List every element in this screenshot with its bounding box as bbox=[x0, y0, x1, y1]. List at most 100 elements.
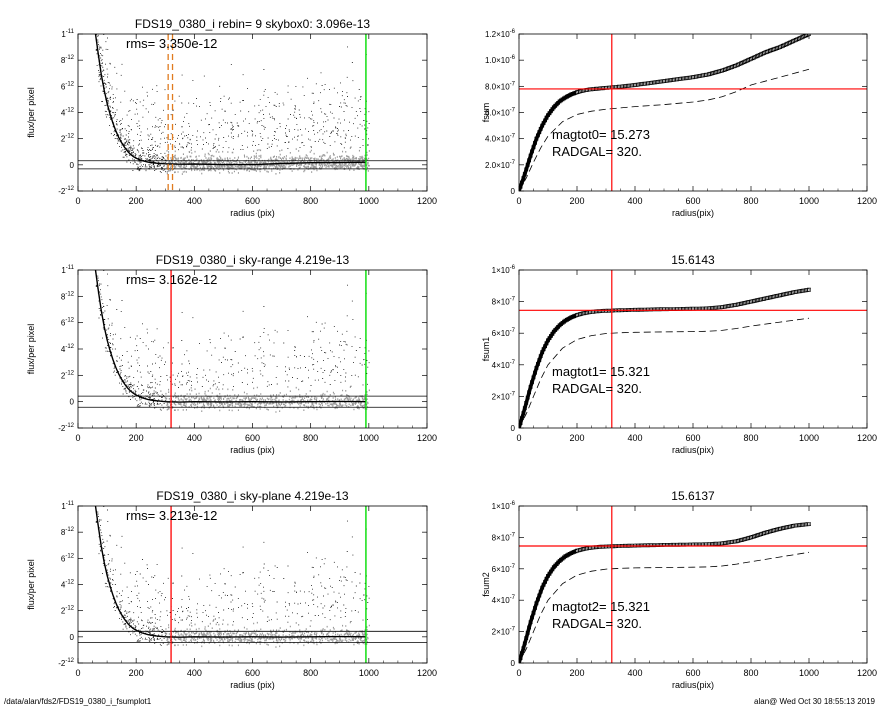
x-tick-label: 800 bbox=[303, 433, 318, 443]
plot-area bbox=[519, 506, 867, 663]
x-tick-label: 400 bbox=[627, 196, 642, 206]
magnitude-annotation-1: magtot1= 15.321 bbox=[552, 364, 650, 379]
y-tick-label: 1.2×10-6 bbox=[485, 29, 516, 39]
magnitude-annotation-1: magtot0= 15.273 bbox=[552, 127, 650, 142]
plot-area bbox=[78, 270, 427, 428]
scatter-points bbox=[95, 34, 370, 173]
mean-profile-line bbox=[94, 506, 366, 638]
x-tick-label: 400 bbox=[187, 668, 202, 678]
x-tick-label: 1200 bbox=[417, 433, 437, 443]
x-tick-label: 200 bbox=[569, 433, 584, 443]
y-tick-label: 0 bbox=[511, 187, 516, 196]
rms-annotation: rms= 3.350e-12 bbox=[126, 36, 217, 51]
x-tick-label: 200 bbox=[129, 433, 144, 443]
y-tick-label: 6×10-7 bbox=[492, 328, 516, 338]
fsum-curve-dashed bbox=[519, 68, 810, 191]
scatter-points bbox=[95, 270, 370, 411]
chart-panel-2: magtot0= 15.273 RADGAL= 320. 0 200 400 600 800… bbox=[481, 29, 877, 218]
chart-title: FDS19_0380_i sky-plane 4.219e-13 bbox=[156, 489, 348, 503]
y-tick-label: 6-12 bbox=[61, 81, 75, 91]
chart-title: FDS19_0380_i rebin= 9 skybox0: 3.096e-13 bbox=[135, 17, 370, 31]
y-axis-label: fsum2 bbox=[481, 572, 491, 597]
x-axis-label: radius (pix) bbox=[230, 208, 275, 218]
rms-annotation: rms= 3.162e-12 bbox=[126, 272, 217, 287]
footer-file-path: /data/alan/fds2/FDS19_0380_i_fsumplot1 bbox=[4, 697, 152, 706]
x-tick-label: 1000 bbox=[359, 433, 379, 443]
y-tick-label: 4.0×10-7 bbox=[485, 134, 516, 144]
scatter-points-sky bbox=[165, 621, 370, 648]
y-tick-label: 8.0×10-7 bbox=[485, 81, 516, 91]
x-axis-label: radius (pix) bbox=[230, 680, 275, 690]
x-tick-label: 800 bbox=[743, 196, 758, 206]
rms-annotation: rms= 3.213e-12 bbox=[126, 508, 217, 523]
x-tick-label: 1200 bbox=[857, 668, 877, 678]
y-tick-label: 8×10-7 bbox=[492, 532, 516, 542]
x-tick-label: 200 bbox=[569, 668, 584, 678]
x-axis-label: radius(pix) bbox=[672, 445, 714, 455]
y-tick-label: 2-12 bbox=[61, 370, 75, 380]
x-tick-label: 1200 bbox=[417, 196, 437, 206]
plot-frame bbox=[518, 269, 868, 429]
x-tick-label: 0 bbox=[516, 668, 521, 678]
x-tick-label: 800 bbox=[303, 668, 318, 678]
footer-user-timestamp: alan@ Wed Oct 30 18:55:13 2019 bbox=[754, 697, 875, 706]
chart-panel-4: magtot1= 15.321 RADGAL= 320. 0 200 400 600 800… bbox=[481, 253, 877, 455]
x-axis-label: radius(pix) bbox=[672, 208, 714, 218]
x-tick-label: 0 bbox=[516, 196, 521, 206]
y-tick-label: 0 bbox=[511, 659, 516, 668]
magnitude-annotation-2: RADGAL= 320. bbox=[552, 144, 642, 159]
x-tick-label: 1200 bbox=[857, 196, 877, 206]
x-tick-label: 800 bbox=[743, 668, 758, 678]
x-tick-label: 800 bbox=[743, 433, 758, 443]
y-axis-label: flux/per pixel bbox=[26, 559, 36, 610]
x-tick-label: 1000 bbox=[799, 668, 819, 678]
x-tick-label: 800 bbox=[303, 196, 318, 206]
x-tick-label: 600 bbox=[685, 668, 700, 678]
plot-frame bbox=[518, 33, 868, 192]
y-axis-label: fsum bbox=[481, 103, 491, 123]
y-tick-label: 8×10-7 bbox=[492, 297, 516, 307]
x-tick-label: 1000 bbox=[799, 196, 819, 206]
y-tick-label: 2×10-7 bbox=[492, 391, 516, 401]
fsum-curve-boxes bbox=[519, 287, 811, 428]
mean-profile-line bbox=[94, 34, 366, 166]
fsum-curve-boxes bbox=[519, 34, 811, 191]
y-tick-label: 1-11 bbox=[61, 265, 74, 275]
chart-title: 15.6143 bbox=[671, 253, 715, 267]
y-tick-label: 2-12 bbox=[61, 606, 75, 616]
x-tick-label: 0 bbox=[75, 433, 80, 443]
magnitude-annotation-1: magtot2= 15.321 bbox=[552, 599, 650, 614]
y-tick-label: 0 bbox=[511, 424, 516, 433]
plot-frame bbox=[518, 505, 868, 664]
x-tick-label: 1000 bbox=[359, 196, 379, 206]
y-tick-label: 8-12 bbox=[61, 291, 75, 301]
y-tick-label: 0 bbox=[70, 161, 75, 170]
plot-area bbox=[78, 34, 427, 191]
y-axis-label: fsum1 bbox=[481, 337, 491, 362]
plot-area bbox=[519, 34, 867, 191]
x-axis-label: radius(pix) bbox=[672, 680, 714, 690]
y-tick-label: -2-12 bbox=[58, 423, 74, 433]
x-tick-label: 1000 bbox=[799, 433, 819, 443]
y-tick-label: 2×10-7 bbox=[492, 627, 516, 637]
y-axis-label: flux/per pixel bbox=[26, 87, 36, 138]
y-tick-label: 1.0×10-6 bbox=[485, 55, 516, 65]
y-tick-label: 6.0×10-7 bbox=[485, 108, 516, 118]
scatter-points-sky bbox=[165, 386, 370, 413]
mean-profile-line bbox=[94, 270, 366, 403]
y-tick-label: 8-12 bbox=[61, 527, 75, 537]
x-tick-label: 200 bbox=[569, 196, 584, 206]
fsum-curve-dashed bbox=[519, 551, 810, 663]
y-tick-label: 2.0×10-7 bbox=[485, 160, 516, 170]
fsum-curve-boxes bbox=[519, 522, 811, 663]
x-tick-label: 600 bbox=[685, 433, 700, 443]
y-tick-label: 1-11 bbox=[61, 29, 74, 39]
chart-panel-1: rms= 3.350e-12 0 200 400 600 800 1000 1200 radiu… bbox=[26, 17, 437, 218]
x-tick-label: 1200 bbox=[417, 668, 437, 678]
y-tick-label: 2-12 bbox=[61, 134, 75, 144]
y-tick-label: 1×10-6 bbox=[492, 501, 516, 511]
x-tick-label: 400 bbox=[627, 668, 642, 678]
x-tick-label: 0 bbox=[516, 433, 521, 443]
y-tick-label: 4×10-7 bbox=[492, 360, 516, 370]
